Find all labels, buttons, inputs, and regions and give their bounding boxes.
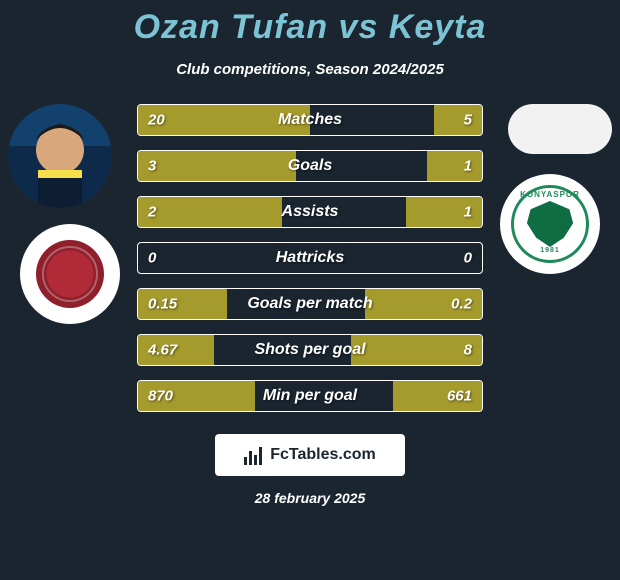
stat-fill-right [351, 335, 482, 365]
club-right-badge: KONYASPOR 1981 [500, 174, 600, 274]
stat-fill-left [138, 105, 310, 135]
stat-fill-left [138, 335, 214, 365]
konyaspor-crest: KONYASPOR 1981 [511, 185, 589, 263]
stat-fill-left [138, 151, 296, 181]
stat-gap [138, 243, 482, 273]
chart-icon [244, 445, 264, 465]
stat-fill-left [138, 381, 255, 411]
stat-bar: Assists21 [137, 196, 483, 228]
eagle-icon [527, 201, 573, 247]
stat-fill-right [427, 151, 482, 181]
stat-bar: Goals31 [137, 150, 483, 182]
player-right-avatar [508, 104, 612, 154]
stat-fill-right [393, 381, 482, 411]
brand-badge[interactable]: FcTables.com [215, 434, 405, 476]
konyaspor-crest-text-bottom: 1981 [540, 247, 560, 254]
player-left-photo-placeholder [8, 104, 112, 208]
player-left-avatar [8, 104, 112, 208]
stat-gap [310, 105, 434, 135]
stat-fill-left [138, 197, 282, 227]
stat-gap [282, 197, 406, 227]
stat-bar: Goals per match0.150.2 [137, 288, 483, 320]
comparison-body: KONYASPOR 1981 Matches205 Goals31 Assists2… [0, 104, 620, 412]
stat-fill-right [365, 289, 482, 319]
stat-gap [255, 381, 393, 411]
comparison-title: Ozan Tufan vs Keyta [0, 0, 620, 47]
brand-text: FcTables.com [270, 446, 376, 464]
stat-bars: Matches205 Goals31 Assists21 Hattricks00 Goa… [137, 104, 483, 412]
stat-bar: Shots per goal4.678 [137, 334, 483, 366]
comparison-subtitle: Club competitions, Season 2024/2025 [0, 61, 620, 78]
club-left-badge [20, 224, 120, 324]
konyaspor-crest-text-top: KONYASPOR [520, 190, 580, 199]
snapshot-date: 28 february 2025 [0, 490, 620, 506]
trabzonspor-crest [36, 240, 104, 308]
stat-fill-right [434, 105, 482, 135]
stat-bar: Hattricks00 [137, 242, 483, 274]
stat-fill-right [406, 197, 482, 227]
stat-gap [296, 151, 427, 181]
stat-fill-left [138, 289, 227, 319]
stat-bar: Matches205 [137, 104, 483, 136]
stat-gap [227, 289, 365, 319]
stat-gap [214, 335, 352, 365]
stat-bar: Min per goal870661 [137, 380, 483, 412]
